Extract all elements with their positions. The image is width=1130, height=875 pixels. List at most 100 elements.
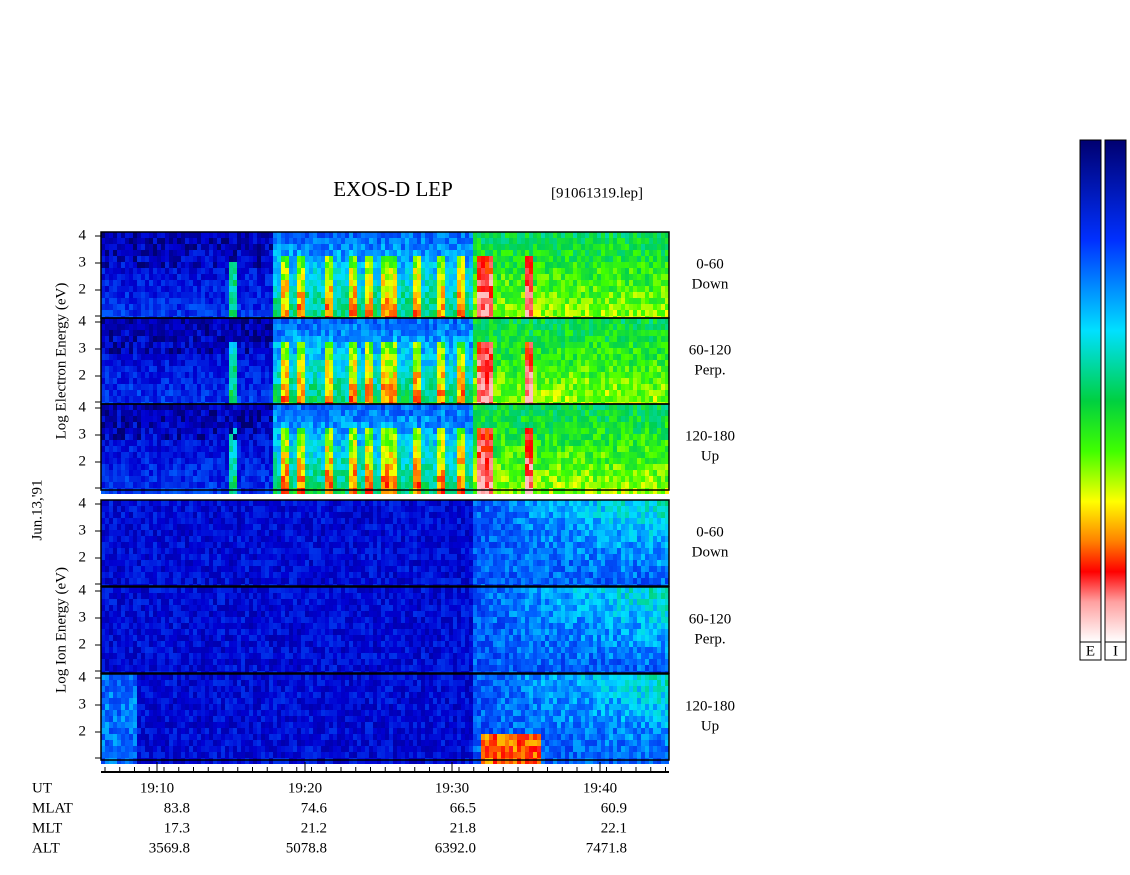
spectrogram-cell	[269, 366, 273, 372]
spectrogram-cell	[293, 390, 297, 396]
spectrogram-cell	[253, 274, 257, 280]
spectrogram-cell	[237, 428, 241, 434]
spectrogram-cell	[277, 336, 281, 342]
spectrogram-cell	[157, 440, 161, 446]
spectrogram-cell	[269, 232, 273, 238]
spectrogram-cell	[473, 310, 477, 316]
spectrogram-cell	[117, 434, 121, 440]
spectrogram-cell	[601, 348, 605, 354]
spectrogram-cell	[117, 268, 121, 274]
spectrogram-cell	[281, 366, 285, 372]
spectrogram-cell	[165, 434, 169, 440]
spectrogram-cell	[277, 360, 281, 366]
spectrogram-cell	[245, 488, 249, 494]
spectrogram-cell	[329, 336, 333, 342]
spectrogram-cell	[313, 384, 317, 390]
spectrogram-cell	[169, 256, 173, 262]
spectrogram-cell	[405, 304, 409, 310]
spectrogram-cell	[513, 280, 517, 286]
spectrogram-cell	[417, 348, 421, 354]
spectrogram-cell	[205, 422, 209, 428]
spectrogram-cell	[633, 384, 637, 390]
spectrogram-cell	[101, 336, 105, 342]
spectrogram-cell	[265, 330, 269, 336]
spectrogram-cell	[505, 280, 509, 286]
spectrogram-cell	[577, 244, 581, 250]
spectrogram-cell	[421, 256, 425, 262]
spectrogram-cell	[517, 310, 521, 316]
spectrogram-cell	[489, 268, 493, 274]
spectrogram-cell	[533, 280, 537, 286]
spectrogram-cell	[217, 274, 221, 280]
spectrogram-cell	[381, 348, 385, 354]
spectrogram-cell	[653, 378, 657, 384]
spectrogram-cell	[317, 256, 321, 262]
spectrogram-cell	[477, 318, 481, 324]
spectrogram-cell	[121, 310, 125, 316]
spectrogram-cell	[149, 476, 153, 482]
spectrogram-cell	[485, 318, 489, 324]
spectrogram-cell	[193, 434, 197, 440]
spectrogram-cell	[173, 372, 177, 378]
spectrogram-cell	[133, 354, 137, 360]
spectrogram-cell	[361, 250, 365, 256]
spectrogram-cell	[177, 342, 181, 348]
spectrogram-cell	[269, 482, 273, 488]
spectrogram-cell	[609, 396, 613, 402]
spectrogram-cell	[649, 280, 653, 286]
spectrogram-cell	[285, 304, 289, 310]
spectrogram-cell	[157, 404, 161, 410]
spectrogram-cell	[109, 304, 113, 310]
spectrogram-cell	[281, 256, 285, 262]
spectrogram-cell	[149, 292, 153, 298]
spectrogram-cell	[509, 372, 513, 378]
spectrogram-cell	[561, 304, 565, 310]
spectrogram-cell	[133, 410, 137, 416]
spectrogram-cell	[201, 256, 205, 262]
spectrogram-cell	[233, 262, 237, 268]
spectrogram-cell	[605, 250, 609, 256]
spectrogram-cell	[629, 318, 633, 324]
spectrogram-cell	[469, 342, 473, 348]
spectrogram-cell	[401, 348, 405, 354]
spectrogram-cell	[121, 348, 125, 354]
spectrogram-cell	[521, 310, 525, 316]
spectrogram-cell	[445, 256, 449, 262]
spectrogram-cell	[133, 348, 137, 354]
spectrogram-cell	[277, 482, 281, 488]
spectrogram-cell	[181, 384, 185, 390]
spectrogram-cell	[129, 318, 133, 324]
spectrogram-cell	[429, 250, 433, 256]
spectrogram-cell	[257, 310, 261, 316]
spectrogram-cell	[217, 336, 221, 342]
spectrogram-cell	[121, 256, 125, 262]
spectrogram-cell	[573, 268, 577, 274]
spectrogram-cell	[269, 310, 273, 316]
spectrogram-cell	[141, 262, 145, 268]
spectrogram-cell	[493, 378, 497, 384]
spectrogram-cell	[545, 256, 549, 262]
spectrogram-cell	[381, 280, 385, 286]
spectrogram-cell	[393, 286, 397, 292]
spectrogram-cell	[125, 244, 129, 250]
spectrogram-cell	[113, 330, 117, 336]
spectrogram-cell	[397, 348, 401, 354]
spectrogram-cell	[101, 318, 105, 324]
spectrogram-cell	[345, 262, 349, 268]
spectrogram-cell	[249, 330, 253, 336]
spectrogram-cell	[353, 238, 357, 244]
spectrogram-cell	[289, 292, 293, 298]
spectrogram-cell	[361, 268, 365, 274]
spectrogram-cell	[133, 360, 137, 366]
spectrogram-cell	[265, 310, 269, 316]
spectrogram-cell	[649, 256, 653, 262]
spectrogram-cell	[225, 384, 229, 390]
spectrogram-cell	[573, 310, 577, 316]
spectrogram-cell	[197, 262, 201, 268]
spectrogram-cell	[181, 464, 185, 470]
spectrogram-cell	[421, 244, 425, 250]
spectrogram-cell	[529, 292, 533, 298]
spectrogram-cell	[561, 372, 565, 378]
spectrogram-cell	[185, 378, 189, 384]
spectrogram-cell	[133, 250, 137, 256]
